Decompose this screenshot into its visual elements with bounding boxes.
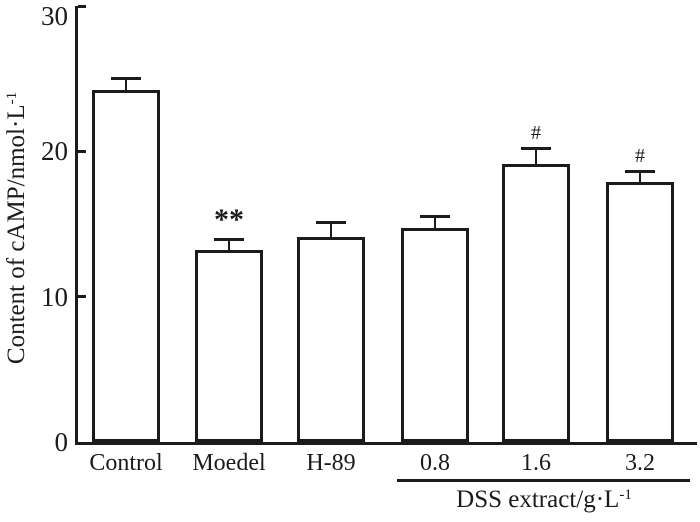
bar-3-2 bbox=[606, 181, 674, 442]
y-tick-label-10: 10 bbox=[41, 281, 68, 312]
significance-marker-1-6: # bbox=[531, 121, 541, 144]
error-bar-cap-moedel bbox=[214, 238, 244, 242]
dss-group-underline bbox=[397, 479, 690, 482]
error-bar-stem-0-8 bbox=[434, 218, 436, 229]
y-tick-mark-10 bbox=[78, 295, 86, 299]
error-bar-stem-3-2 bbox=[639, 173, 641, 182]
y-axis-title: Content of cAMP/nmol·L-1 bbox=[3, 68, 31, 388]
y-tick-label-0: 0 bbox=[54, 427, 69, 457]
significance-marker-3-2: # bbox=[635, 145, 645, 168]
bar-h-89 bbox=[297, 237, 365, 442]
x-axis-line bbox=[75, 442, 697, 445]
dss-group-label-superscript: -1 bbox=[619, 486, 632, 503]
y-tick-mark-20 bbox=[78, 149, 86, 153]
bar-moedel bbox=[195, 250, 263, 442]
bar-1-6 bbox=[502, 164, 570, 442]
error-bar-stem-h-89 bbox=[330, 224, 332, 238]
x-tick-label-moedel: Moedel bbox=[192, 450, 266, 476]
y-axis-title-superscript: -1 bbox=[3, 91, 20, 105]
x-tick-label-3-2: 3.2 bbox=[625, 450, 655, 476]
x-tick-label-1-6: 1.6 bbox=[521, 450, 551, 476]
y-tick-label-20: 20 bbox=[41, 136, 68, 167]
bar-0-8 bbox=[401, 228, 469, 442]
error-bar-cap-h-89 bbox=[316, 221, 346, 224]
error-bar-cap-0-8 bbox=[420, 215, 450, 219]
y-axis-line bbox=[75, 6, 78, 445]
x-tick-label-0-8: 0.8 bbox=[420, 450, 450, 476]
bar-control bbox=[92, 90, 160, 442]
error-bar-cap-control bbox=[111, 77, 141, 81]
y-tick-mark-30 bbox=[78, 4, 86, 8]
significance-marker-moedel: ** bbox=[214, 203, 244, 237]
error-bar-stem-moedel bbox=[228, 241, 230, 251]
x-tick-label-control: Control bbox=[89, 450, 163, 476]
dss-group-label: DSS extract/g·L-1 bbox=[398, 486, 690, 516]
x-tick-label-h-89: H-89 bbox=[306, 450, 356, 476]
error-bar-stem-1-6 bbox=[535, 149, 537, 165]
y-tick-label-30: 30 bbox=[41, 1, 68, 31]
dss-group-label-text: DSS extract/g·L bbox=[456, 486, 620, 513]
error-bar-cap-1-6 bbox=[521, 146, 551, 150]
error-bar-cap-3-2 bbox=[625, 170, 655, 174]
error-bar-stem-control bbox=[125, 80, 127, 91]
